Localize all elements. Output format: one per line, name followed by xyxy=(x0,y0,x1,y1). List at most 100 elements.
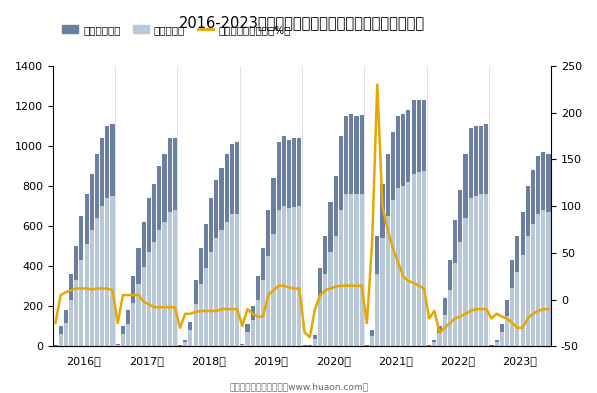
Bar xyxy=(386,216,390,347)
Bar xyxy=(438,327,442,347)
Bar xyxy=(521,212,525,347)
Bar xyxy=(287,140,291,347)
Bar xyxy=(162,154,167,347)
Bar xyxy=(427,346,431,347)
Bar xyxy=(173,138,177,347)
Bar xyxy=(307,346,312,347)
Bar xyxy=(386,154,390,347)
Bar xyxy=(152,184,156,347)
Bar xyxy=(126,310,130,347)
Bar xyxy=(365,346,369,347)
Bar xyxy=(469,198,473,347)
Bar xyxy=(85,194,89,347)
Bar xyxy=(453,263,457,347)
Bar xyxy=(417,172,421,347)
Bar xyxy=(365,345,369,347)
Bar xyxy=(173,210,177,347)
Bar xyxy=(432,340,436,347)
Bar xyxy=(515,272,519,347)
Bar xyxy=(64,310,68,347)
Bar xyxy=(370,336,374,347)
Bar xyxy=(297,138,301,347)
Bar xyxy=(53,345,57,347)
Bar xyxy=(521,255,525,347)
Bar xyxy=(396,188,400,347)
Bar xyxy=(199,248,203,347)
Bar xyxy=(391,200,395,347)
Bar xyxy=(193,280,198,347)
Bar xyxy=(224,222,229,347)
Bar xyxy=(157,230,161,347)
Bar xyxy=(131,276,136,347)
Bar xyxy=(407,182,411,347)
Bar xyxy=(183,340,187,347)
Bar xyxy=(251,307,255,347)
Bar xyxy=(100,138,104,347)
Bar xyxy=(79,260,84,347)
Bar xyxy=(69,274,73,347)
Bar xyxy=(494,342,498,347)
Bar xyxy=(193,305,198,347)
Bar xyxy=(74,280,78,347)
Bar xyxy=(53,346,57,347)
Bar xyxy=(448,260,452,347)
Bar xyxy=(349,114,353,347)
Bar xyxy=(422,100,426,347)
Bar xyxy=(546,212,550,347)
Bar xyxy=(515,236,519,347)
Bar xyxy=(458,242,463,347)
Bar xyxy=(209,252,213,347)
Bar xyxy=(526,186,530,347)
Bar xyxy=(116,345,120,347)
Bar xyxy=(199,285,203,347)
Bar xyxy=(411,100,416,347)
Bar xyxy=(510,260,514,347)
Bar xyxy=(344,194,348,347)
Bar xyxy=(328,252,333,347)
Bar xyxy=(484,124,488,347)
Bar xyxy=(59,327,63,347)
Bar xyxy=(479,194,483,347)
Bar xyxy=(500,325,504,347)
Bar xyxy=(380,184,384,347)
Bar xyxy=(541,152,546,347)
Bar xyxy=(256,300,260,347)
Bar xyxy=(121,334,125,347)
Bar xyxy=(90,230,94,347)
Bar xyxy=(126,325,130,347)
Bar xyxy=(292,138,296,347)
Bar xyxy=(303,345,307,347)
Bar xyxy=(531,224,535,347)
Bar xyxy=(178,346,182,347)
Bar xyxy=(536,214,540,347)
Bar xyxy=(168,212,172,347)
Bar xyxy=(69,300,73,347)
Bar xyxy=(531,170,535,347)
Bar xyxy=(95,154,99,347)
Bar xyxy=(261,280,265,347)
Bar xyxy=(463,154,467,347)
Bar xyxy=(230,144,234,347)
Bar xyxy=(224,154,229,347)
Bar xyxy=(438,333,442,347)
Bar xyxy=(59,334,63,347)
Bar xyxy=(526,236,530,347)
Bar xyxy=(188,331,192,347)
Bar xyxy=(230,214,234,347)
Bar xyxy=(407,110,411,347)
Bar xyxy=(256,276,260,347)
Bar xyxy=(240,345,244,347)
Bar xyxy=(240,345,244,347)
Bar xyxy=(162,222,167,347)
Bar xyxy=(313,340,317,347)
Bar xyxy=(500,332,504,347)
Bar xyxy=(490,345,494,347)
Bar xyxy=(276,142,281,347)
Bar xyxy=(355,116,359,347)
Bar xyxy=(442,298,447,347)
Bar xyxy=(380,238,384,347)
Bar xyxy=(272,178,276,347)
Bar xyxy=(209,198,213,347)
Bar xyxy=(266,256,270,347)
Bar xyxy=(505,300,509,347)
